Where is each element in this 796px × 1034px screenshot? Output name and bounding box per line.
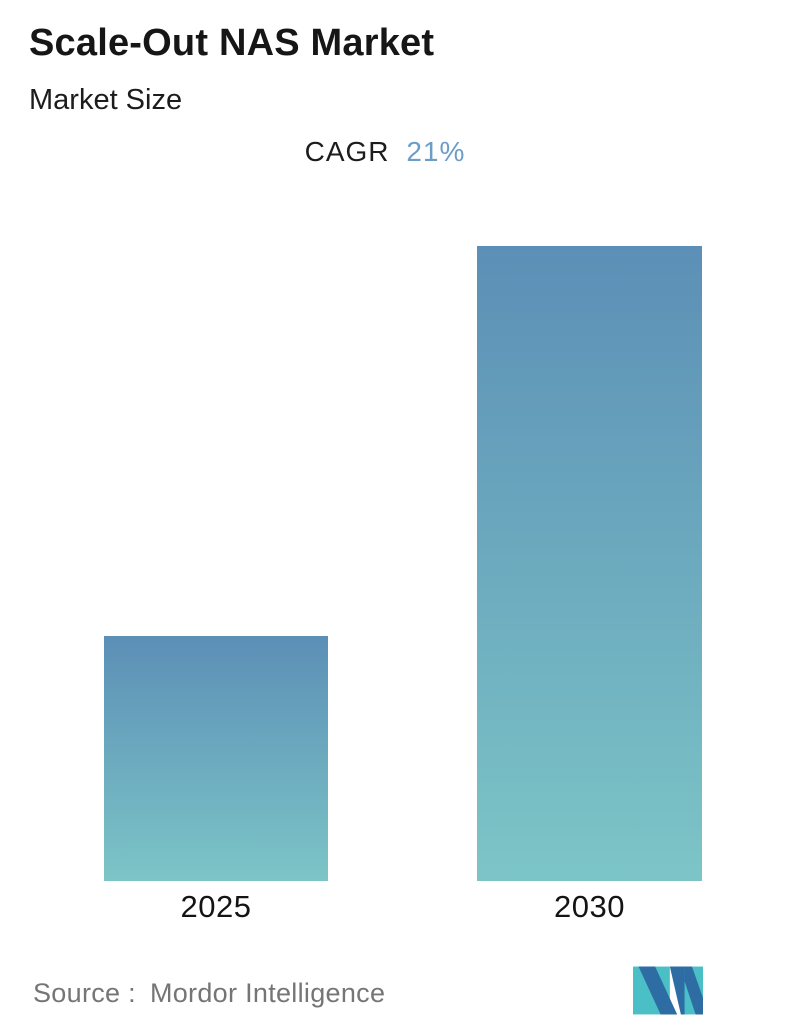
cagr-label: CAGR xyxy=(304,136,390,167)
x-axis-label-2025: 2025 xyxy=(180,889,252,924)
bar-2030 xyxy=(477,246,702,881)
source-value: Mordor Intelligence xyxy=(149,978,386,1008)
source-label: Source : xyxy=(33,978,136,1008)
cagr-annotation: CAGR 21% xyxy=(0,136,783,168)
cagr-value: 21% xyxy=(406,136,466,167)
mordor-intelligence-logo xyxy=(633,966,703,1015)
bar-2025 xyxy=(104,636,328,881)
source-attribution: Source : Mordor Intelligence xyxy=(33,978,385,1009)
page-title: Scale-Out NAS Market xyxy=(29,22,435,64)
bar-chart-plot-area xyxy=(0,246,796,881)
page-subtitle: Market Size xyxy=(29,84,183,116)
x-axis-label-2030: 2030 xyxy=(554,889,625,924)
